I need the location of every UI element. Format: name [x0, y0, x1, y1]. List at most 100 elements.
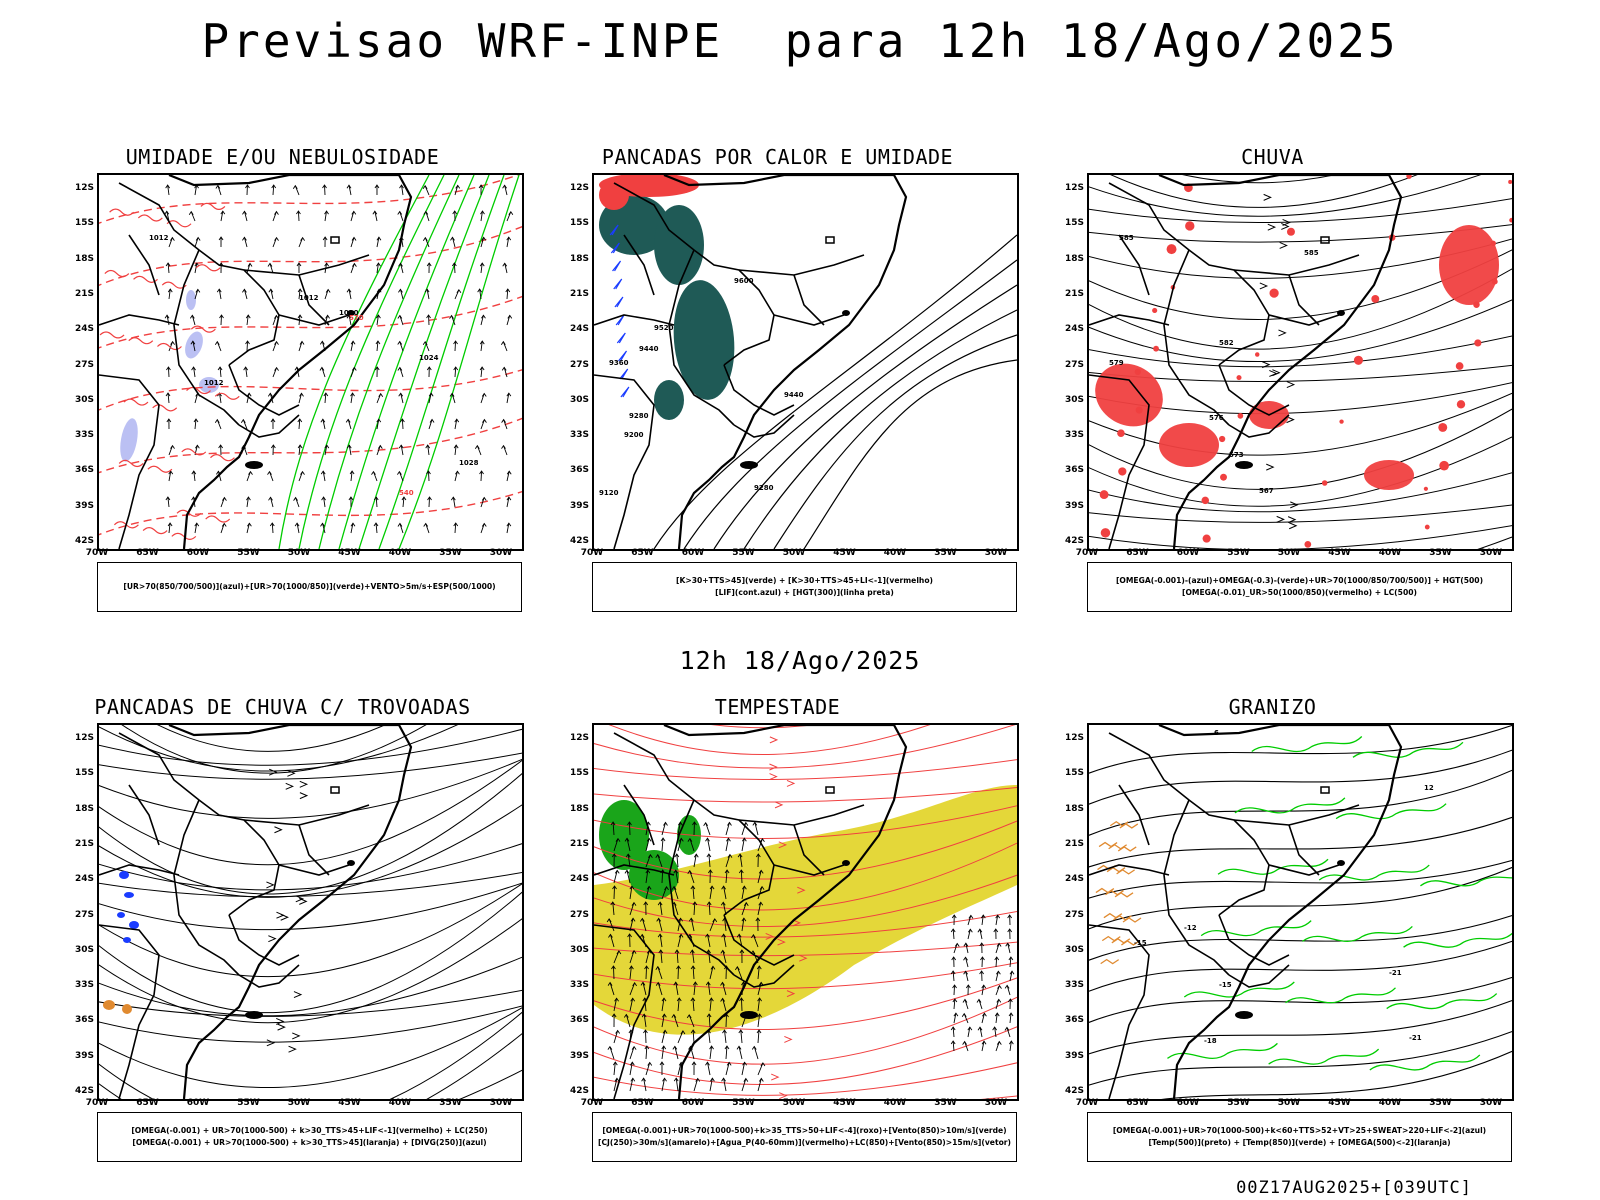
lon-tick-label: 30W	[489, 1098, 513, 1108]
streamline	[99, 956, 522, 1017]
wind-vector-head	[996, 998, 1002, 1003]
wind-vector-head	[1008, 1012, 1014, 1017]
legend-text: [Temp(500)](preto) + [Temp(850)](verde) …	[1148, 1138, 1451, 1147]
wind-vector-head	[319, 366, 325, 371]
wind-vector-head	[720, 981, 725, 986]
lon-tick-label: 35W	[439, 548, 462, 558]
streamline	[99, 758, 522, 819]
wind-vector-head	[965, 984, 971, 989]
legend-box: [K>30+TTS>45](verde) + [K>30+TTS>45+LI<-…	[592, 562, 1017, 612]
wind-vector-head	[612, 885, 617, 890]
lon-tick-label: 55W	[732, 1098, 755, 1108]
wind-vector	[722, 998, 727, 1012]
wind-vector-head	[655, 965, 661, 970]
wind-vector-head	[690, 885, 696, 890]
wind-vector-head	[615, 1029, 621, 1034]
wind-vector-head	[267, 392, 273, 397]
lon-tick-label: 70W	[1075, 548, 1099, 558]
streamline	[99, 759, 522, 866]
wind-vector-head	[690, 1029, 696, 1034]
map-panel-pancadas-trovoadas: PANCADAS DE CHUVA C/ TROVOADAS 12S 15S 18S 2…	[40, 695, 525, 1180]
wind-vector-head	[480, 210, 485, 215]
wind-vector	[661, 838, 664, 852]
country-border	[623, 784, 655, 846]
streamline-arrow	[786, 779, 796, 787]
temp850-contour	[1369, 1054, 1481, 1071]
wind-vector	[426, 289, 430, 300]
humidity-low-contour	[298, 175, 445, 549]
lake	[330, 786, 340, 794]
wind-vector	[707, 934, 711, 948]
streamline	[1089, 175, 1481, 217]
lat-tick-label: 21S	[569, 288, 589, 299]
streamline-arrow	[299, 780, 309, 788]
map-canvas	[594, 725, 1017, 1099]
wind-vector	[451, 393, 456, 404]
thunder-marker	[122, 1004, 132, 1014]
wind-vector	[953, 998, 956, 1010]
wind-vector	[613, 885, 615, 900]
wind-vector	[376, 263, 379, 274]
contour-label: -18	[1204, 1037, 1217, 1045]
wind-vector	[323, 497, 326, 508]
wind-vector-head	[662, 1077, 667, 1082]
wind-vector-head	[456, 288, 462, 294]
wind-vector	[350, 211, 355, 222]
wind-vector-head	[274, 340, 279, 345]
wind-vector-head	[742, 1061, 747, 1066]
wind-vector-head	[689, 949, 695, 954]
wind-vector-head	[245, 314, 251, 319]
streamline-arrow	[266, 881, 275, 889]
wind-vector-head	[191, 470, 197, 475]
wind-vector-head	[376, 314, 381, 319]
wind-vector	[298, 418, 301, 430]
wind-vector-head	[271, 184, 277, 189]
wind-vector-head	[611, 965, 616, 970]
divergence-marker	[123, 937, 131, 943]
isoline	[1089, 859, 1512, 899]
lat-tick-label: 33S	[74, 430, 94, 441]
country-border	[1089, 314, 1170, 326]
wind-vector-head	[755, 917, 761, 922]
streamline	[1089, 408, 1512, 490]
wind-vector	[374, 211, 378, 222]
streamline-arrow	[1266, 463, 1275, 471]
wind-vector	[645, 822, 649, 836]
wind-vector-head	[614, 1077, 620, 1082]
lon-tick-label: 55W	[237, 1098, 260, 1108]
wind-vector	[965, 957, 969, 968]
lake	[1320, 786, 1330, 794]
wind-vector	[661, 998, 665, 1012]
contour-label: 1024	[419, 354, 439, 362]
panel-title: TEMPESTADE	[714, 695, 841, 719]
streamline	[1089, 299, 1512, 362]
legend-box: [OMEGA(-0.001)-(azul)+OMEGA(-0.3)-(verde…	[1087, 562, 1512, 612]
wind-vector	[217, 471, 222, 482]
wind-vector-head	[372, 210, 378, 215]
rain-speck	[1509, 217, 1512, 223]
temp850-contour	[1234, 797, 1346, 814]
wind-vector-head	[376, 418, 382, 423]
isoline	[99, 490, 522, 536]
wind-vector-head	[378, 392, 384, 397]
legend-text: [OMEGA(-0.001) + UR>70(1000-500) + k>30_…	[131, 1126, 488, 1135]
wind-vector	[1006, 985, 1011, 996]
thickness-contour	[137, 214, 163, 222]
streamline	[1089, 198, 1512, 224]
lat-tick-label: 30S	[74, 944, 94, 955]
wind-vector-head	[663, 821, 668, 826]
wind-vector-head	[324, 262, 330, 267]
lake	[1337, 860, 1345, 866]
wind-vector	[661, 1078, 665, 1092]
streamline	[1089, 268, 1512, 350]
lat-tick-label: 39S	[569, 500, 589, 511]
wind-vector	[348, 185, 352, 196]
contour-label: -15	[1219, 981, 1232, 989]
wind-vector	[628, 821, 631, 836]
wind-vector-head	[324, 210, 329, 215]
wind-vector-head	[979, 970, 984, 975]
temp850-contour	[1200, 920, 1312, 937]
wind-vector-head	[724, 869, 730, 874]
rain-speck	[1474, 339, 1482, 347]
wind-vector	[677, 838, 682, 852]
